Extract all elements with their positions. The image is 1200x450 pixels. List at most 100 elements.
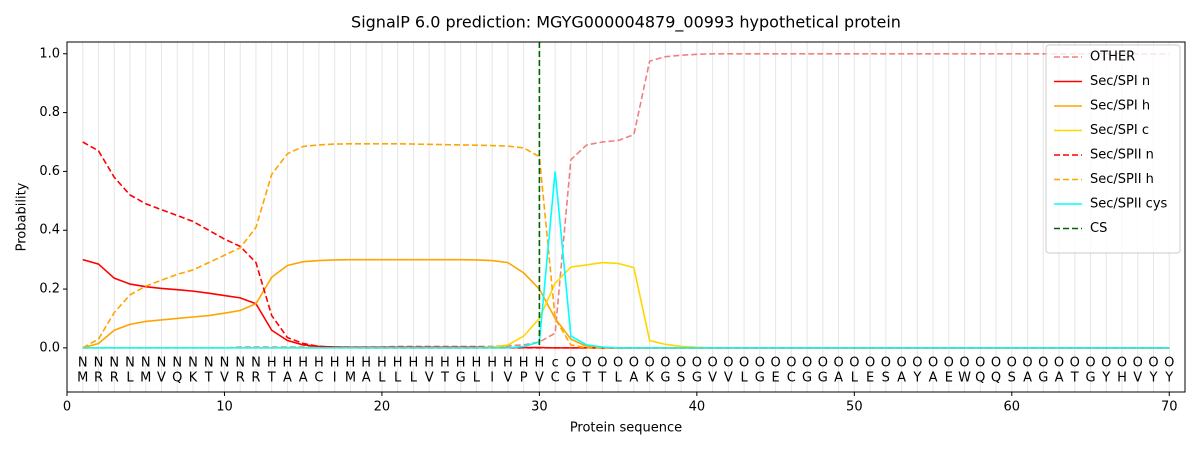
region-label: O — [707, 355, 717, 370]
region-label: H — [393, 355, 403, 370]
x-tick-label: 30 — [531, 400, 548, 415]
residue-label: A — [897, 370, 906, 385]
region-label: H — [409, 355, 419, 370]
legend: OTHER Sec/SPI n Sec/SPI h Sec/SPI c Sec/SPII… — [1045, 44, 1181, 254]
plot-frame — [66, 41, 1186, 393]
region-label: O — [802, 355, 812, 370]
region-label: O — [755, 355, 765, 370]
residue-label: V — [503, 370, 512, 385]
region-label: O — [566, 355, 576, 370]
residue-label: S — [677, 370, 685, 385]
legend-label: Sec/SPI c — [1090, 123, 1149, 138]
residue-label: H — [1117, 370, 1127, 385]
region-label: O — [991, 355, 1001, 370]
legend-label: CS — [1090, 221, 1107, 236]
residue-label: T — [597, 370, 606, 385]
region-label: O — [739, 355, 749, 370]
residue-label: Y — [1149, 370, 1158, 385]
residue-label: G — [1038, 370, 1048, 385]
region-label: H — [503, 355, 513, 370]
residue-label: T — [440, 370, 449, 385]
region-label: H — [487, 355, 497, 370]
region-label: O — [582, 355, 592, 370]
region-label: O — [597, 355, 607, 370]
residue-label: C — [787, 370, 796, 385]
residue-label: A — [1055, 370, 1064, 385]
x-tick-label: 60 — [1004, 400, 1021, 415]
region-label: O — [1117, 355, 1127, 370]
region-label: O — [1038, 355, 1048, 370]
x-tick-label: 50 — [846, 400, 863, 415]
residue-label: T — [1070, 370, 1079, 385]
residue-label: I — [333, 370, 337, 385]
residue-label: P — [520, 370, 528, 385]
region-label: O — [1148, 355, 1158, 370]
region-label: O — [660, 355, 670, 370]
region-label: N — [204, 355, 214, 370]
region-label: O — [1164, 355, 1174, 370]
residue-label: E — [945, 370, 953, 385]
residue-label: M — [77, 370, 88, 385]
residue-label: T — [204, 370, 213, 385]
residue-label: L — [473, 370, 481, 385]
residue-label: K — [189, 370, 198, 385]
region-label: H — [456, 355, 466, 370]
y-tick-label: 0.0 — [39, 340, 60, 355]
region-label: O — [1070, 355, 1080, 370]
region-label: H — [346, 355, 356, 370]
residue-label: Q — [172, 370, 182, 385]
y-tick-label: 0.6 — [39, 164, 60, 179]
residue-label: E — [866, 370, 874, 385]
residue-label: A — [629, 370, 638, 385]
region-label: N — [125, 355, 135, 370]
residue-label: G — [566, 370, 576, 385]
region-label: O — [928, 355, 938, 370]
residue-label: A — [362, 370, 371, 385]
region-label: H — [535, 355, 545, 370]
region-label: N — [188, 355, 198, 370]
region-label: O — [912, 355, 922, 370]
region-label: O — [959, 355, 969, 370]
y-tick-label: 0.2 — [39, 282, 60, 297]
residue-label: R — [236, 370, 245, 385]
region-label: O — [1101, 355, 1111, 370]
residue-label: M — [140, 370, 151, 385]
residue-label: G — [802, 370, 812, 385]
residue-label: Y — [1164, 370, 1173, 385]
residue-label: L — [851, 370, 859, 385]
residue-label: R — [251, 370, 260, 385]
residue-label: G — [692, 370, 702, 385]
region-label: O — [629, 355, 639, 370]
region-label: O — [849, 355, 859, 370]
residue-label: L — [394, 370, 402, 385]
residue-label: L — [126, 370, 134, 385]
residue-label: R — [110, 370, 119, 385]
legend-label: Sec/SPI h — [1090, 99, 1150, 114]
region-label: O — [770, 355, 780, 370]
region-label: N — [109, 355, 119, 370]
region-label: O — [1133, 355, 1143, 370]
legend-box — [1045, 44, 1181, 254]
legend-label: Sec/SPII cys — [1090, 197, 1168, 212]
region-label: O — [881, 355, 891, 370]
residue-label: C — [551, 370, 560, 385]
region-label: N — [220, 355, 230, 370]
residue-label: T — [582, 370, 591, 385]
region-label: O — [786, 355, 796, 370]
residue-label: L — [410, 370, 418, 385]
x-tick-label: 0 — [63, 400, 71, 415]
residue-label: K — [645, 370, 654, 385]
residue-label: A — [283, 370, 292, 385]
x-tick-label: 70 — [1161, 400, 1178, 415]
region-label: O — [833, 355, 843, 370]
residue-label: W — [958, 370, 971, 385]
region-label: H — [472, 355, 482, 370]
y-tick-label: 0.8 — [39, 105, 60, 120]
legend-label: Sec/SPII n — [1090, 148, 1154, 163]
y-tick-label: 1.0 — [39, 46, 60, 61]
region-label: N — [235, 355, 245, 370]
residue-label: V — [535, 370, 544, 385]
region-label: H — [519, 355, 529, 370]
residue-label: Y — [912, 370, 921, 385]
